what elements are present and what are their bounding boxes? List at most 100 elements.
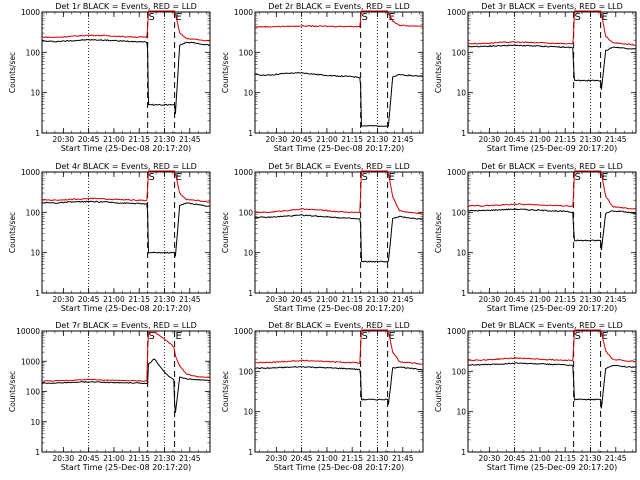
x-tick-label: 21:15 [341, 135, 363, 144]
saa-marker-s: S [148, 12, 154, 23]
y-tick-label: 1000 [21, 168, 40, 177]
y-tick-label: 10 [243, 249, 253, 258]
x-tick-label: 21:00 [529, 454, 551, 463]
x-tick-label: 21:45 [179, 135, 201, 144]
x-tick-label: 21:15 [341, 295, 363, 304]
detector-panel-5: Det 5r BLACK = Events, RED = LLD 1 10 100 10… [221, 162, 424, 313]
plot-frame [467, 171, 637, 294]
y-tick-label: 1 [248, 289, 253, 298]
x-tick-label: 21:15 [554, 295, 576, 304]
y-axis-label: Counts/sec [434, 371, 443, 412]
y-axis-label: Counts/sec [8, 371, 17, 412]
saa-marker-s: S [361, 331, 367, 342]
events-series-line [467, 44, 637, 90]
x-axis-label: Start Time (25-Dec-09 20:17:20) [487, 304, 618, 313]
detector-panel-1: Det 1r BLACK = Events, RED = LLD 1 10 100 10… [8, 2, 211, 153]
y-tick-label: 1 [35, 448, 40, 457]
detector-panel-3: Det 3r BLACK = Events, RED = LLD 1 10 100 10… [434, 2, 637, 153]
y-tick-label: 10 [456, 89, 466, 98]
plot-frame [41, 171, 211, 294]
y-tick-label: 1000 [447, 168, 466, 177]
saa-marker-e: E [175, 331, 181, 342]
y-tick-label: 1 [35, 129, 40, 138]
saa-marker-s: S [361, 12, 367, 23]
x-tick-label: 20:45 [291, 454, 313, 463]
y-tick-label: 1 [461, 129, 466, 138]
y-tick-label: 100 [239, 48, 254, 57]
events-series-line [467, 362, 637, 409]
y-tick-label: 100 [452, 48, 467, 57]
lld-series-line [254, 170, 424, 216]
detector-panel-4: Det 4r BLACK = Events, RED = LLD 1 10 100 10… [8, 162, 211, 313]
saa-marker-s: S [148, 172, 154, 183]
lld-series-line [41, 331, 211, 382]
x-tick-label: 21:00 [316, 454, 338, 463]
lld-series-line [41, 170, 211, 203]
x-tick-label: 21:00 [529, 295, 551, 304]
x-tick-label: 20:45 [78, 454, 100, 463]
lld-series-line [467, 10, 636, 46]
saa-marker-s: S [574, 172, 580, 183]
y-tick-label: 1 [248, 129, 253, 138]
events-series-line [467, 208, 636, 250]
x-tick-label: 21:15 [128, 454, 150, 463]
x-tick-label: 21:30 [154, 295, 176, 304]
panel-title: Det 8r BLACK = Events, RED = LLD [268, 321, 410, 330]
saa-marker-e: E [175, 12, 181, 23]
y-axis-label: Counts/sec [221, 212, 230, 253]
panel-title: Det 7r BLACK = Events, RED = LLD [55, 321, 197, 330]
detector-panel-2: Det 2r BLACK = Events, RED = LLD 1 10 100 10… [221, 2, 424, 153]
y-tick-label: 1000 [21, 357, 40, 366]
saa-marker-e: E [601, 12, 607, 23]
x-tick-label: 21:15 [554, 135, 576, 144]
plot-frame [254, 330, 424, 453]
y-tick-label: 1000 [447, 8, 466, 17]
y-axis-label: Counts/sec [434, 212, 443, 253]
x-tick-label: 21:45 [179, 454, 201, 463]
x-tick-label: 21:30 [580, 454, 602, 463]
x-axis-label: Start Time (25-Dec-08 20:17:20) [274, 304, 405, 313]
events-series-line [41, 38, 211, 115]
x-tick-label: 21:45 [392, 135, 414, 144]
events-series-line [41, 200, 211, 257]
x-tick-label: 21:00 [529, 135, 551, 144]
x-tick-label: 20:45 [291, 295, 313, 304]
x-axis-label: Start Time (25-Dec-09 20:17:20) [487, 463, 618, 472]
x-axis-label: Start Time (25-Dec-08 20:17:20) [61, 463, 192, 472]
y-tick-label: 10 [243, 89, 253, 98]
x-tick-label: 21:45 [605, 454, 627, 463]
panel-title: Det 4r BLACK = Events, RED = LLD [55, 162, 197, 171]
y-tick-label: 100 [26, 388, 41, 397]
y-tick-label: 100 [452, 208, 467, 217]
events-series-line [41, 358, 211, 413]
x-tick-label: 21:45 [605, 295, 627, 304]
x-tick-label: 21:15 [554, 454, 576, 463]
y-tick-label: 10 [456, 408, 466, 417]
panel-title: Det 9r BLACK = Events, RED = LLD [481, 321, 623, 330]
x-tick-label: 20:30 [479, 454, 501, 463]
y-tick-label: 100 [26, 208, 41, 217]
y-axis-label: Counts/sec [221, 52, 230, 93]
y-tick-label: 1000 [21, 8, 40, 17]
x-tick-label: 21:30 [367, 454, 389, 463]
detector-panel-6: Det 6r BLACK = Events, RED = LLD 1 10 100 10… [434, 162, 637, 313]
x-axis-label: Start Time (25-Dec-09 20:17:20) [487, 144, 618, 153]
y-tick-label: 10000 [16, 327, 40, 336]
y-tick-label: 1000 [234, 327, 253, 336]
x-tick-label: 20:45 [78, 295, 100, 304]
panel-title: Det 6r BLACK = Events, RED = LLD [481, 162, 623, 171]
x-tick-label: 20:30 [53, 135, 75, 144]
x-tick-label: 20:30 [53, 295, 75, 304]
x-tick-label: 20:30 [266, 295, 288, 304]
x-axis-label: Start Time (25-Dec-08 20:17:20) [274, 463, 405, 472]
saa-marker-s: S [361, 172, 367, 183]
x-tick-label: 21:30 [154, 454, 176, 463]
y-tick-label: 10 [30, 89, 40, 98]
plot-frame [467, 11, 637, 134]
y-tick-label: 1000 [234, 8, 253, 17]
y-tick-label: 1000 [234, 168, 253, 177]
y-tick-label: 1 [461, 289, 466, 298]
x-axis-label: Start Time (25-Dec-08 20:17:20) [61, 304, 192, 313]
y-tick-label: 10 [456, 249, 466, 258]
